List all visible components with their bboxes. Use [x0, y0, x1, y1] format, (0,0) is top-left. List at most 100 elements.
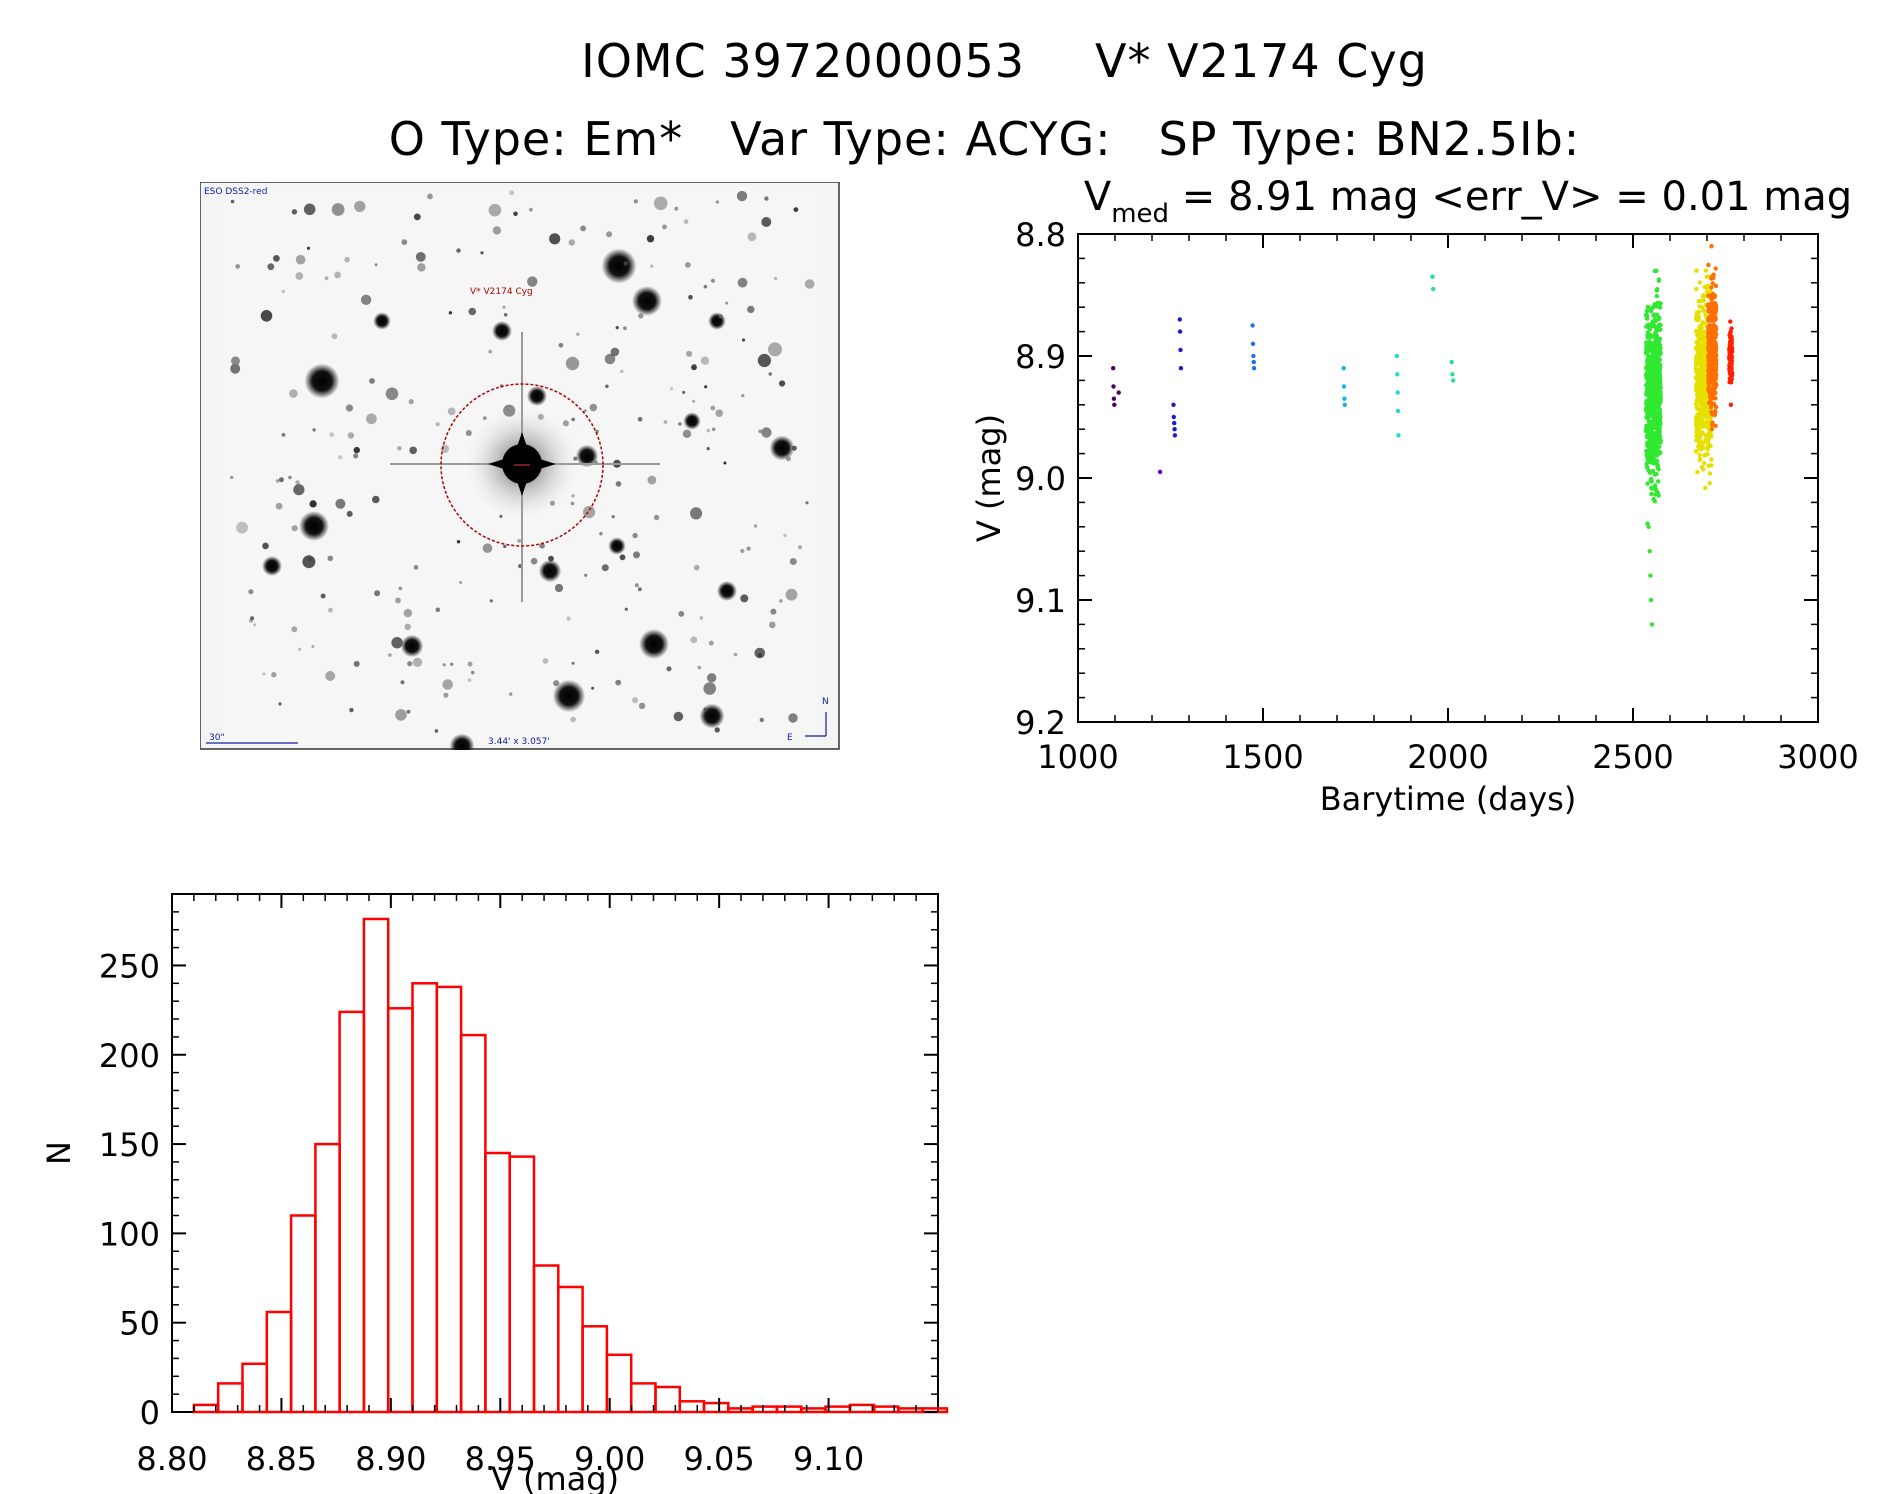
lc-data-point — [1657, 438, 1662, 444]
lc-data-point — [1694, 376, 1699, 382]
lc-data-point — [1711, 348, 1716, 354]
lc-data-point — [1706, 325, 1711, 331]
lc-data-point — [1656, 338, 1662, 344]
lc-data-point — [1705, 380, 1711, 385]
lc-data-point — [1111, 396, 1117, 401]
lc-data-point — [1656, 381, 1661, 386]
lc-data-point — [1698, 369, 1703, 375]
lc-data-point — [1653, 439, 1658, 444]
lc-data-point — [1729, 354, 1734, 359]
hist-bar — [824, 1405, 852, 1414]
lc-data-point — [1704, 421, 1710, 427]
lc-data-point — [1706, 293, 1711, 298]
lc-data-point — [1707, 344, 1712, 349]
lc-data-point — [1702, 364, 1708, 370]
lc-data-point — [1709, 301, 1715, 306]
lc-data-point — [1651, 369, 1657, 374]
lc-data-point — [1707, 315, 1712, 320]
lc-data-point — [1699, 389, 1704, 394]
lc-data-point — [1648, 377, 1654, 382]
lc-data-point — [1727, 364, 1733, 369]
hist-bar — [557, 1285, 584, 1414]
lc-data-point — [1706, 441, 1711, 447]
lc-data-point — [1655, 431, 1660, 437]
lc-data-point — [1655, 287, 1660, 292]
lc-data-point — [1647, 408, 1652, 414]
lc-data-point — [1713, 283, 1719, 289]
lc-data-point — [1653, 403, 1659, 408]
lc-data-point — [1654, 402, 1659, 407]
lc-data-point — [1710, 315, 1716, 321]
lc-data-point — [1700, 392, 1706, 398]
lc-data-point — [1700, 444, 1705, 449]
lc-data-point — [1693, 346, 1699, 351]
lc-data-point — [1653, 441, 1659, 446]
lc-data-point — [1699, 465, 1705, 470]
lc-data-point — [1707, 337, 1712, 343]
lc-data-point — [1728, 339, 1733, 344]
lc-data-point — [1645, 356, 1651, 362]
lc-data-point — [1645, 349, 1650, 354]
lc-data-point — [1709, 358, 1714, 363]
lc-data-point — [1646, 429, 1651, 434]
lc-data-point — [1713, 347, 1718, 352]
lc-data-point — [1649, 476, 1654, 482]
lc-data-point — [1654, 382, 1660, 388]
lc-data-point — [1727, 367, 1732, 372]
lc-data-point — [1658, 385, 1663, 390]
lc-data-point — [1710, 392, 1716, 397]
lc-data-point — [1710, 338, 1716, 344]
hist-bar — [921, 1407, 949, 1414]
lc-data-point — [1708, 354, 1713, 359]
lc-data-point — [1705, 283, 1711, 288]
lc-data-point — [1647, 381, 1652, 386]
lc-data-point — [1654, 268, 1659, 273]
lc-data-point — [1696, 336, 1701, 341]
lc-data-point — [1656, 467, 1661, 472]
lc-data-point — [1727, 346, 1732, 351]
lc-data-point — [1644, 453, 1650, 458]
lc-data-point — [1644, 375, 1649, 380]
lc-data-point — [1656, 403, 1662, 408]
lc-data-point — [1713, 365, 1719, 370]
lc-data-point — [1711, 337, 1716, 342]
lc-data-point — [1650, 364, 1655, 369]
lc-data-point — [1706, 379, 1711, 384]
lc-data-point — [1649, 349, 1654, 354]
lc-data-point — [1646, 468, 1651, 473]
lc-data-point — [1652, 413, 1657, 419]
lc-data-point — [1658, 450, 1663, 455]
lc-ytick-label: 8.9 — [1015, 338, 1066, 376]
lc-data-point — [1654, 373, 1660, 378]
lc-data-point — [1708, 408, 1714, 414]
lc-data-point — [1712, 343, 1717, 348]
lc-data-point — [1711, 388, 1716, 393]
lc-data-point — [1651, 360, 1657, 365]
lc-data-point — [1652, 424, 1657, 429]
lc-data-point — [1644, 382, 1649, 388]
lc-data-point — [1695, 423, 1700, 428]
lc-data-point — [1727, 342, 1733, 347]
lc-data-point — [1697, 457, 1702, 463]
lc-data-point — [1650, 360, 1655, 365]
target-star — [390, 332, 660, 602]
lc-data-point — [1709, 434, 1714, 439]
lc-data-point — [1707, 358, 1712, 364]
lc-data-point — [1650, 453, 1655, 458]
lc-data-point — [1697, 280, 1703, 285]
lc-data-point — [1651, 353, 1656, 359]
lc-data-point — [1652, 434, 1657, 439]
lc-data-point — [1658, 420, 1663, 426]
lc-data-point — [1647, 335, 1653, 340]
lc-data-point — [1702, 392, 1708, 397]
lc-data-point — [1653, 487, 1659, 493]
lc-title: Vmed = 8.91 mag <err_V> = 0.01 mag — [1084, 174, 1852, 229]
lc-data-point — [1713, 315, 1718, 320]
lc-data-point — [1705, 402, 1711, 407]
lc-data-point — [1657, 434, 1663, 439]
lc-data-point — [1694, 353, 1699, 358]
lc-data-point — [1701, 397, 1706, 402]
lc-data-point — [1645, 410, 1650, 415]
lc-data-point — [1649, 460, 1655, 465]
lc-data-point — [1712, 353, 1718, 358]
